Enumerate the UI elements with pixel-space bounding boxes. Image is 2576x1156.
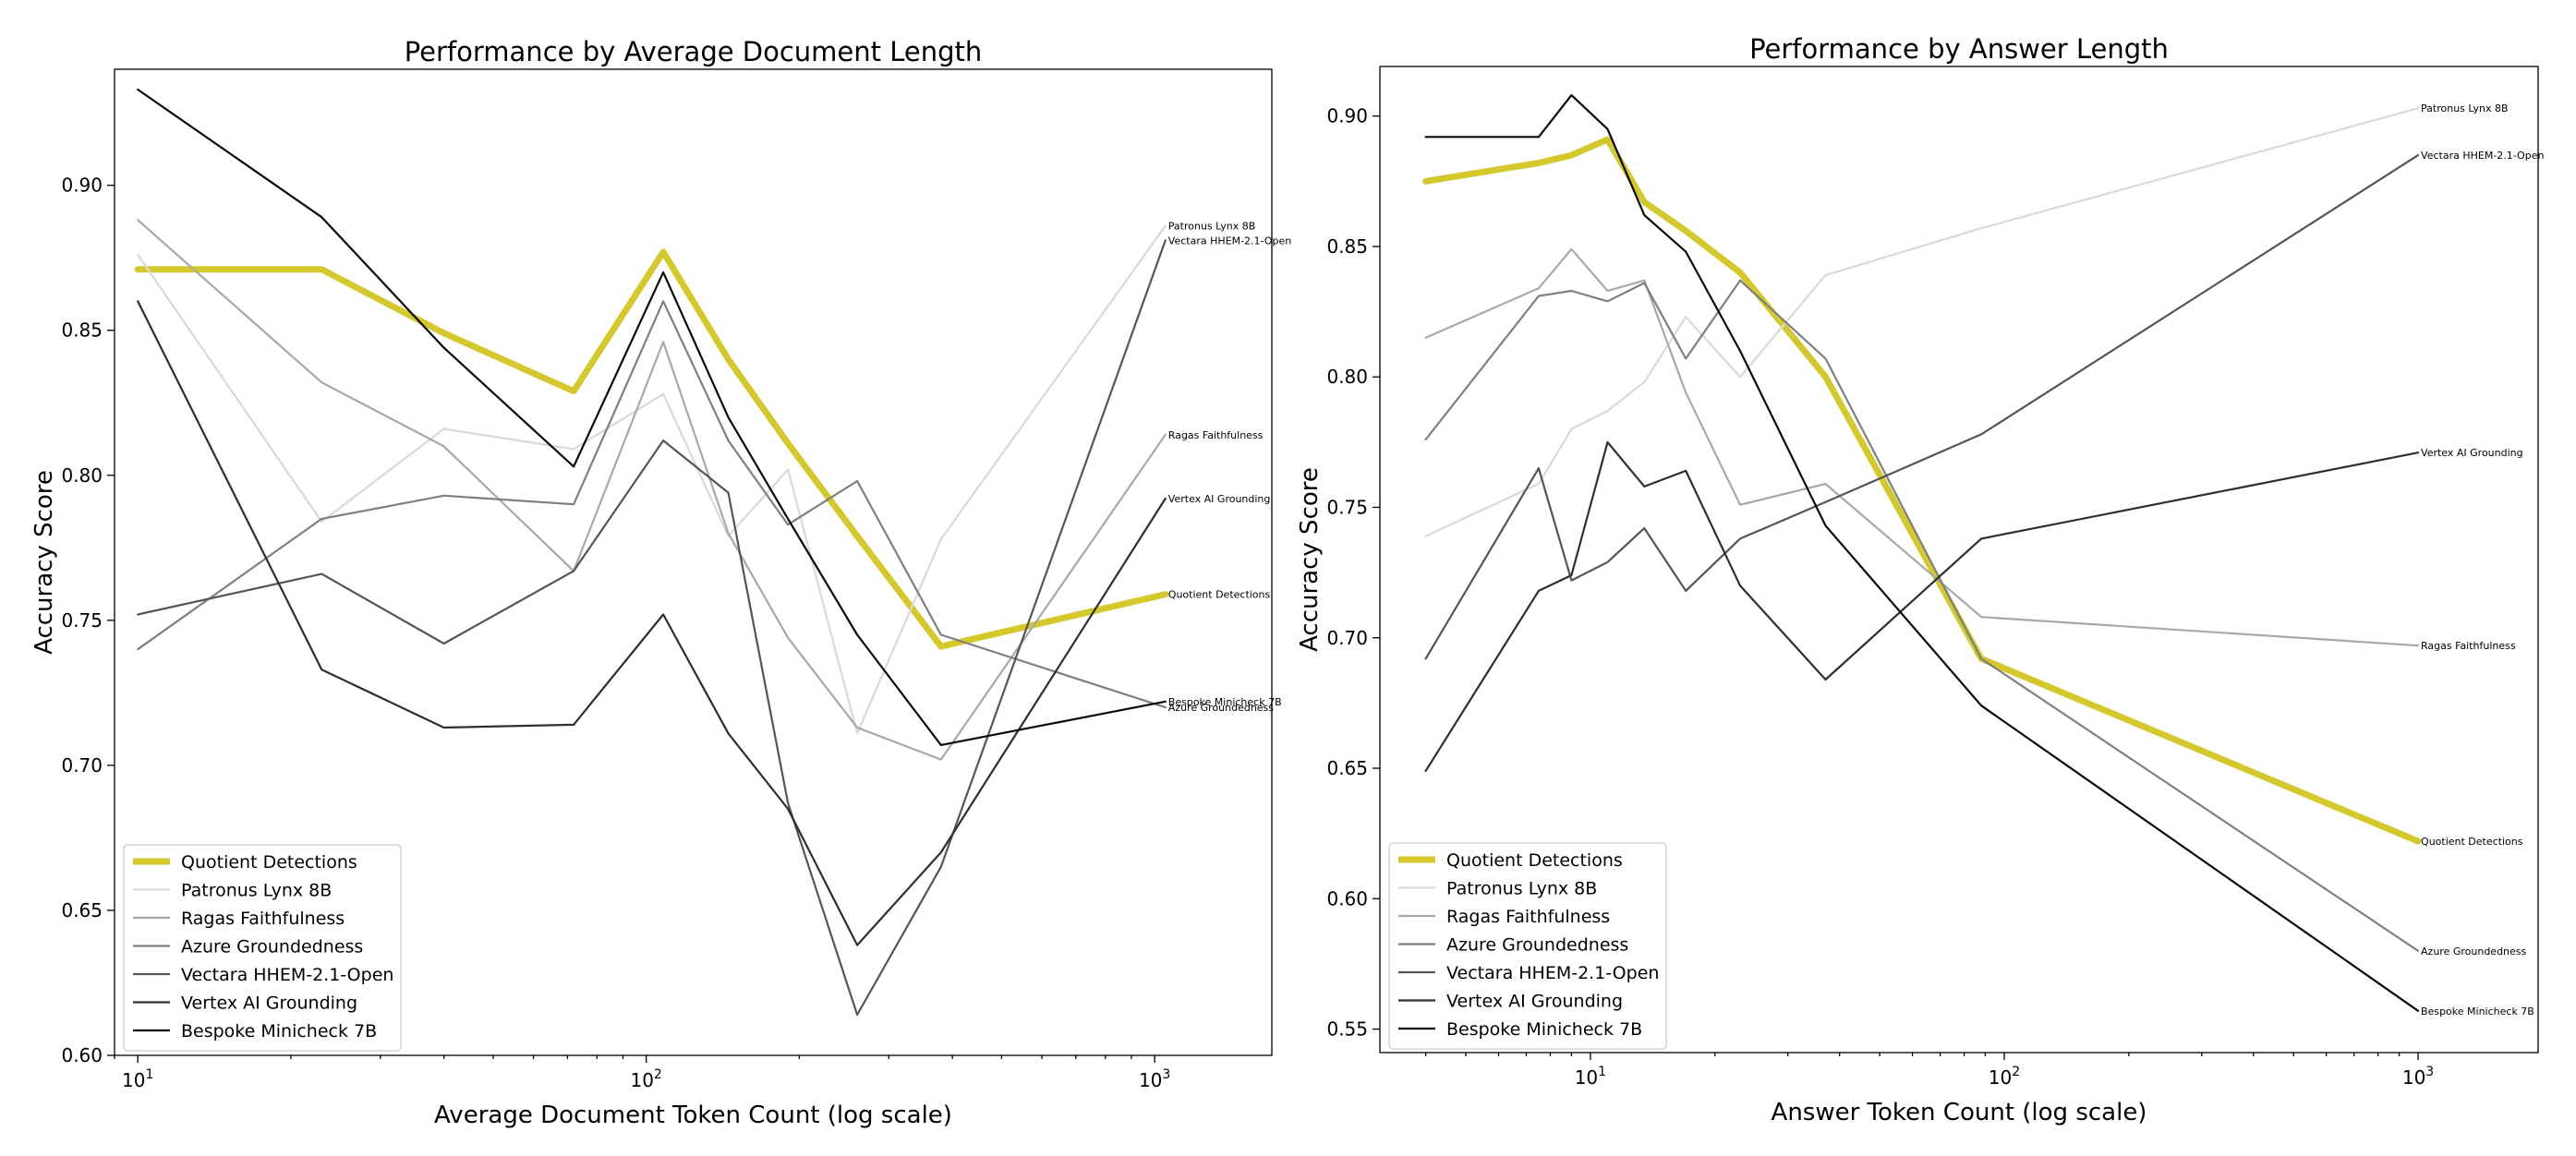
x-tick-label: 103 <box>2402 1065 2434 1089</box>
legend-label-vertex-ai-grounding: Vertex AI Grounding <box>1446 992 1623 1012</box>
y-tick-label: 0.75 <box>61 609 103 632</box>
series-line-vertex-ai-grounding <box>1424 440 2420 773</box>
series-line-azure-groundedness <box>1424 279 2420 952</box>
end-label-ragas-faithfulness: Ragas Faithfulness <box>2421 640 2516 652</box>
chart-panel-2: Performance by Answer Length Quotient Det… <box>1296 33 2544 1126</box>
legend: Quotient Detections Patronus Lynx 8B Ragas… <box>1388 842 1667 1050</box>
y-tick-label: 0.80 <box>1326 366 1368 388</box>
y-tick-label: 0.70 <box>61 754 103 777</box>
y-tick-label: 0.65 <box>1326 757 1368 779</box>
y-tick-label: 0.60 <box>1326 887 1368 909</box>
y-tick-label: 0.70 <box>1326 627 1368 649</box>
end-label-vertex-ai-grounding: Vertex AI Grounding <box>2421 447 2523 459</box>
legend-label-vectara-hhem-2-1-open: Vectara HHEM-2.1-Open <box>181 965 393 985</box>
end-label-bespoke-minicheck-7b: Bespoke Minicheck 7B <box>2421 1005 2534 1018</box>
x-tick-label: 101 <box>122 1067 153 1091</box>
series-line-bespoke-minicheck-7b <box>1424 93 2420 1012</box>
y-tick-label: 0.75 <box>1326 496 1368 518</box>
y-tick-label: 0.85 <box>1326 235 1368 258</box>
chart-title: Performance by Average Document Length <box>405 36 983 67</box>
chart-panel-1: Performance by Average Document Length Qu… <box>30 36 1291 1129</box>
x-tick-label: 101 <box>1575 1065 1606 1089</box>
x-tick-label: 102 <box>1989 1065 2020 1089</box>
x-tick-base: 10 <box>1139 1069 1162 1091</box>
end-label-azure-groundedness: Azure Groundedness <box>2421 945 2526 957</box>
y-tick-label: 0.55 <box>1326 1018 1368 1041</box>
x-axis-label: Answer Token Count (log scale) <box>1772 1099 2147 1126</box>
series-line-azure-groundedness <box>137 300 1167 709</box>
end-label-patronus-lynx-8b: Patronus Lynx 8B <box>2421 102 2509 114</box>
series-line-vectara-hhem-2-1-open <box>1424 154 2420 660</box>
chart-title: Performance by Answer Length <box>1749 33 2169 65</box>
y-tick-label: 0.85 <box>61 319 103 342</box>
series-line-ragas-faithfulness <box>1424 247 2420 647</box>
series-line-bespoke-minicheck-7b <box>137 88 1167 747</box>
series-line-vertex-ai-grounding <box>137 300 1167 946</box>
legend-label-quotient-detections: Quotient Detections <box>181 852 357 873</box>
legend-label-azure-groundedness: Azure Groundedness <box>181 937 363 957</box>
y-tick-label: 0.90 <box>61 175 103 197</box>
series-group: Quotient Detections Patronus Lynx 8B Ragas… <box>1422 93 2544 1018</box>
legend-label-ragas-faithfulness: Ragas Faithfulness <box>1446 907 1610 927</box>
y-axis-label: Accuracy Score <box>30 470 58 655</box>
end-label-vectara-hhem-2-1-open: Vectara HHEM-2.1-Open <box>2421 150 2544 162</box>
legend-label-bespoke-minicheck-7b: Bespoke Minicheck 7B <box>181 1021 377 1042</box>
x-tick-base: 10 <box>122 1069 145 1091</box>
legend-label-azure-groundedness: Azure Groundedness <box>1446 935 1628 956</box>
legend-label-patronus-lynx-8b: Patronus Lynx 8B <box>181 881 332 901</box>
x-tick-exponent: 1 <box>145 1067 153 1082</box>
x-tick-label: 102 <box>630 1067 661 1091</box>
end-label-quotient-detections: Quotient Detections <box>2421 836 2523 848</box>
end-label-vectara-hhem-2-1-open: Vectara HHEM-2.1-Open <box>1168 235 1291 247</box>
end-label-vertex-ai-grounding: Vertex AI Grounding <box>1168 493 1271 505</box>
series-line-vectara-hhem-2-1-open <box>137 239 1167 1017</box>
end-label-bespoke-minicheck-7b: Bespoke Minicheck 7B <box>1168 696 1282 708</box>
x-tick-exponent: 1 <box>1598 1065 1606 1079</box>
end-label-quotient-detections: Quotient Detections <box>1168 589 1271 601</box>
legend-label-ragas-faithfulness: Ragas Faithfulness <box>181 909 345 929</box>
x-axis-label: Average Document Token Count (log scale) <box>434 1102 952 1129</box>
legend: Quotient Detections Patronus Lynx 8B Ragas… <box>123 844 402 1052</box>
y-tick-label: 0.60 <box>61 1044 103 1066</box>
y-axis-label: Accuracy Score <box>1296 467 1324 652</box>
legend-label-quotient-detections: Quotient Detections <box>1446 850 1623 871</box>
legend-label-vertex-ai-grounding: Vertex AI Grounding <box>181 993 357 1014</box>
end-label-azure-groundedness: Azure Groundedness <box>1168 702 1274 714</box>
x-tick-exponent: 2 <box>2012 1065 2020 1079</box>
series-line-quotient-detections <box>134 248 1169 650</box>
y-tick-label: 0.90 <box>1326 105 1368 127</box>
plot-frame <box>1379 66 2539 1054</box>
x-tick-exponent: 3 <box>2425 1065 2434 1079</box>
x-tick-exponent: 2 <box>654 1067 662 1082</box>
y-tick-label: 0.65 <box>61 899 103 921</box>
legend-box <box>123 844 402 1052</box>
y-tick-label: 0.80 <box>61 464 103 487</box>
plot-frame <box>114 68 1273 1056</box>
series-line-ragas-faithfulness <box>137 219 1167 761</box>
end-label-ragas-faithfulness: Ragas Faithfulness <box>1168 429 1264 441</box>
legend-label-bespoke-minicheck-7b: Bespoke Minicheck 7B <box>1446 1019 1642 1040</box>
series-group: Quotient Detections Patronus Lynx 8B Ragas… <box>134 88 1291 1017</box>
end-label-patronus-lynx-8b: Patronus Lynx 8B <box>1168 221 1256 233</box>
legend-box <box>1388 842 1667 1050</box>
legend-label-vectara-hhem-2-1-open: Vectara HHEM-2.1-Open <box>1446 963 1659 983</box>
x-tick-base: 10 <box>630 1069 653 1091</box>
x-tick-base: 10 <box>1989 1066 2012 1089</box>
series-line-quotient-detections <box>1422 136 2422 845</box>
x-tick-exponent: 3 <box>1162 1067 1170 1082</box>
series-line-patronus-lynx-8b <box>137 224 1167 735</box>
x-tick-label: 103 <box>1139 1067 1170 1091</box>
series-line-patronus-lynx-8b <box>1424 107 2420 537</box>
x-tick-base: 10 <box>1575 1066 1598 1089</box>
x-tick-base: 10 <box>2402 1066 2425 1089</box>
legend-label-patronus-lynx-8b: Patronus Lynx 8B <box>1446 879 1597 899</box>
